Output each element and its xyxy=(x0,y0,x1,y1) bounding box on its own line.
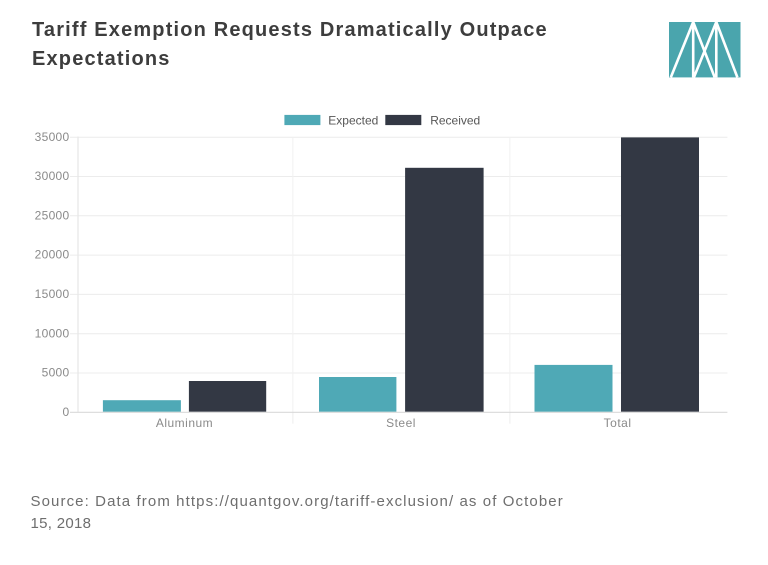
svg-text:0: 0 xyxy=(63,405,70,419)
svg-text:Total: Total xyxy=(604,416,632,430)
svg-text:15000: 15000 xyxy=(35,287,70,301)
svg-text:Aluminum: Aluminum xyxy=(156,416,213,430)
svg-text:Received: Received xyxy=(430,114,480,128)
svg-text:10000: 10000 xyxy=(35,326,70,340)
svg-text:30000: 30000 xyxy=(35,169,70,183)
svg-text:5000: 5000 xyxy=(42,366,70,380)
svg-text:35000: 35000 xyxy=(35,130,70,144)
svg-text:Expected: Expected xyxy=(328,114,378,128)
svg-text:Steel: Steel xyxy=(386,416,416,430)
svg-text:20000: 20000 xyxy=(35,248,70,262)
svg-text:25000: 25000 xyxy=(35,208,70,222)
